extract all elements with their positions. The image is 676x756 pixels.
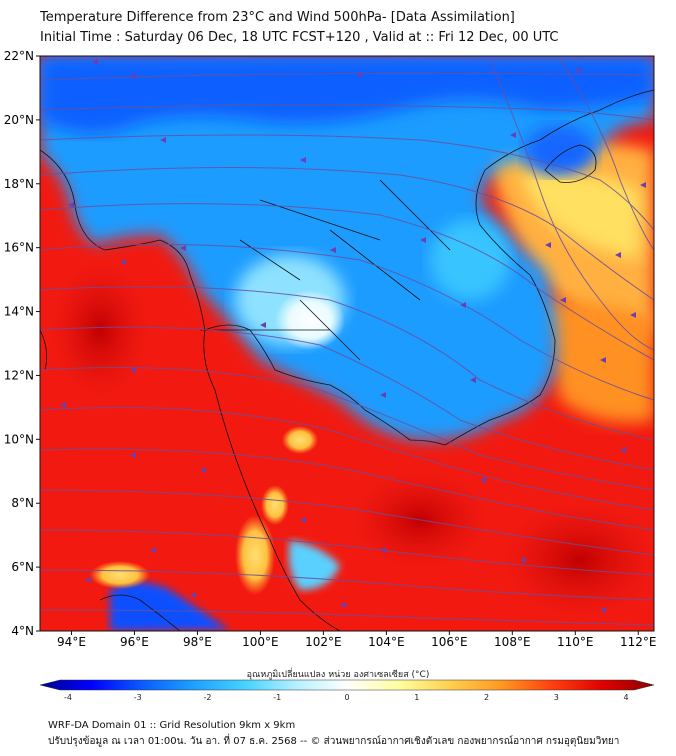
lon-tick-label: 100°E xyxy=(242,635,279,649)
lon-tick-label: 94°E xyxy=(57,635,86,649)
colorbar-tick-label: -1 xyxy=(273,693,282,702)
lon-tick-label: 110°E xyxy=(557,635,594,649)
colorbar-tick-label: 0 xyxy=(344,693,350,702)
footer-model-info: WRF-DA Domain 01 :: Grid Resolution 9km … xyxy=(48,720,296,731)
coastlines xyxy=(40,89,654,631)
colorbar-tick-label: 4 xyxy=(623,693,629,702)
lat-tick-label: 12°N xyxy=(4,368,34,382)
lat-tick-label: 6°N xyxy=(11,560,34,574)
lon-tick-label: 108°E xyxy=(494,635,531,649)
lon-tick-label: 98°E xyxy=(183,635,212,649)
plot-frame xyxy=(39,55,655,632)
lat-tick-label: 16°N xyxy=(4,241,34,255)
lon-tick-label: 102°E xyxy=(305,635,342,649)
longitude-axis: 94°E 96°E 98°E 100°E 102°E 104°E 106°E 108°E 110… xyxy=(57,631,657,649)
colorbar-label: อุณหภูมิเปลี่ยนแปลง หน่วย องศาเซลเซียส (… xyxy=(246,670,430,680)
lat-tick-label: 4°N xyxy=(11,624,34,638)
colorbar-tick-label: 1 xyxy=(414,693,420,702)
footer-credit: ปรับปรุงข้อมูล ณ เวลา 01:00น. วัน อา. ที… xyxy=(48,736,620,747)
colorbar-tick-label: 3 xyxy=(553,693,559,702)
chart-subtitle: Initial Time : Saturday 06 Dec, 18 UTC F… xyxy=(40,30,559,45)
lon-tick-label: 106°E xyxy=(431,635,468,649)
wind-arrowheads xyxy=(60,59,646,613)
lon-tick-label: 104°E xyxy=(368,635,405,649)
lat-tick-label: 10°N xyxy=(4,432,34,446)
lat-tick-label: 14°N xyxy=(4,305,34,319)
lat-tick-label: 8°N xyxy=(11,496,34,510)
colorbar-tick-label: -2 xyxy=(203,693,212,702)
temperature-field xyxy=(40,56,654,631)
lon-tick-label: 96°E xyxy=(120,635,149,649)
chart-title: Temperature Difference from 23°C and Win… xyxy=(40,10,515,25)
lat-tick-label: 22°N xyxy=(4,49,34,63)
lon-tick-label: 112°E xyxy=(620,635,657,649)
lat-tick-label: 20°N xyxy=(4,113,34,127)
colorbar-tick-label: -4 xyxy=(64,693,72,702)
colorbar-tick-label: -3 xyxy=(133,693,142,702)
colorbar-bar xyxy=(39,679,655,691)
lat-tick-label: 18°N xyxy=(4,177,34,191)
wind-streamlines xyxy=(40,57,654,626)
latitude-axis: 22°N 20°N 18°N 16°N 14°N 12°N 10°N 8°N 6°N 4°N xyxy=(4,49,40,638)
colorbar-tick-label: 2 xyxy=(483,693,490,702)
colorbar xyxy=(39,679,655,691)
